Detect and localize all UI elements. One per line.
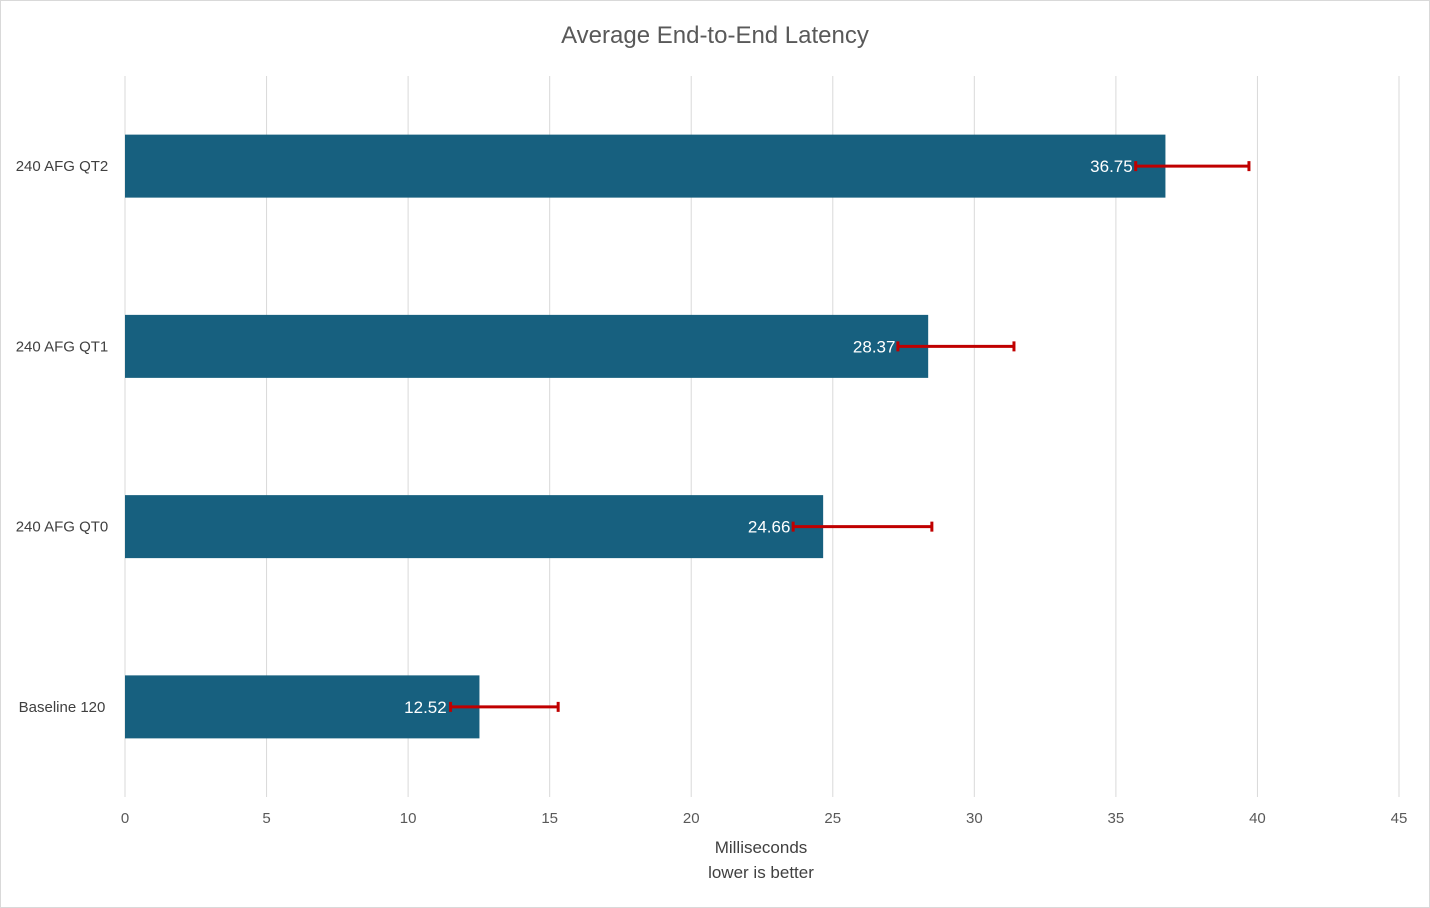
data-label: 24.66 [748, 518, 791, 537]
chart-title: Average End-to-End Latency [561, 22, 869, 49]
x-tick-label: 15 [541, 810, 558, 827]
x-tick-label: 25 [824, 810, 841, 827]
bar [125, 134, 1166, 198]
data-label: 36.75 [1090, 157, 1133, 176]
x-axis-sublabel: lower is better [708, 863, 814, 882]
bar [125, 314, 929, 378]
x-tick-label: 35 [1108, 810, 1125, 827]
bar [125, 675, 480, 739]
category-label: 240 AFG QT0 [16, 519, 109, 536]
x-tick-label: 45 [1391, 810, 1408, 827]
x-tick-label: 40 [1249, 810, 1266, 827]
x-tick-label: 30 [966, 810, 983, 827]
category-label: 240 AFG QT2 [16, 158, 109, 175]
x-tick-label: 20 [683, 810, 700, 827]
bars [125, 134, 1251, 739]
x-tick-label: 5 [262, 810, 270, 827]
x-axis-label: Milliseconds [715, 838, 808, 857]
category-label: Baseline 120 [19, 699, 106, 716]
data-label: 28.37 [853, 337, 896, 356]
labels: 0 5 10 15 20 25 30 35 40 45 240 AFG QT2 36.75 240 AF… [16, 157, 1408, 827]
x-tick-label: 0 [121, 810, 129, 827]
data-label: 12.52 [404, 698, 447, 717]
x-tick-label: 10 [400, 810, 417, 827]
category-label: 240 AFG QT1 [16, 338, 109, 355]
bar [125, 495, 824, 559]
